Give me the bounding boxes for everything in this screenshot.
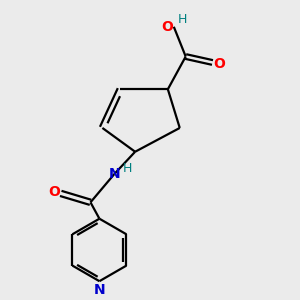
Text: H: H (177, 13, 187, 26)
Text: H: H (123, 162, 132, 175)
Text: O: O (48, 185, 60, 199)
Text: N: N (94, 283, 105, 297)
Text: O: O (161, 20, 173, 34)
Text: N: N (109, 167, 120, 181)
Text: O: O (213, 57, 225, 71)
